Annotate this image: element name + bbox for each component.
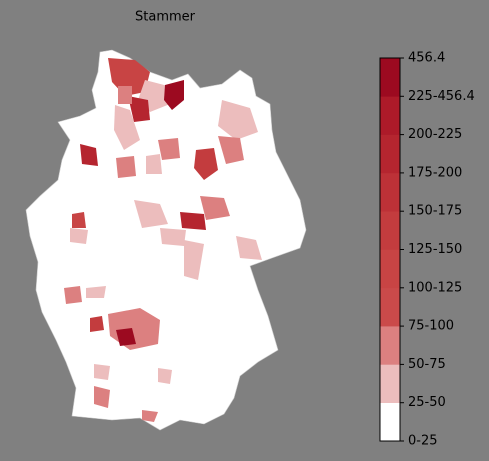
district	[114, 105, 140, 150]
district	[94, 364, 110, 380]
district	[142, 410, 158, 422]
district	[90, 316, 104, 332]
colorbar-segment	[380, 364, 400, 403]
district	[80, 144, 98, 166]
colorbar-segment	[380, 211, 400, 250]
colorbar-tick-label: 75-100	[408, 319, 454, 334]
district	[86, 286, 106, 298]
district	[64, 286, 82, 304]
district	[146, 154, 162, 174]
colorbar-tick-label: 200-225	[408, 127, 462, 142]
district	[116, 156, 136, 178]
colorbar-tick-label: 456.4	[408, 51, 445, 66]
district	[160, 228, 186, 246]
colorbar-tick-label: 150-175	[408, 204, 462, 219]
map-title: Stammer	[135, 10, 196, 25]
district	[194, 148, 218, 180]
colorbar-segment	[380, 58, 400, 97]
colorbar-tick-label: 0-25	[408, 434, 438, 449]
district	[70, 228, 88, 244]
colorbar-segment	[380, 96, 400, 135]
colorbar-tick-label: 25-50	[408, 395, 446, 410]
colorbar-tick-label: 100-125	[408, 280, 462, 295]
colorbar-segment	[380, 287, 400, 327]
district	[116, 328, 136, 346]
district	[118, 86, 132, 104]
district	[184, 240, 204, 280]
district	[94, 386, 110, 408]
colorbar-segment	[380, 134, 400, 174]
district	[218, 100, 258, 140]
colorbar: 0-25 25-50 50-75 75-100 100-125 125-150 150-17…	[379, 51, 475, 449]
district	[72, 212, 86, 228]
colorbar-segment	[380, 402, 400, 442]
district	[134, 200, 168, 228]
district	[164, 80, 184, 110]
district	[180, 212, 206, 230]
colorbar-segment	[380, 326, 400, 365]
map	[25, 49, 307, 431]
district	[236, 236, 262, 260]
colorbar-segment	[380, 249, 400, 289]
district	[158, 368, 172, 384]
district-highlights	[64, 58, 262, 422]
colorbar-tick-label: 125-150	[408, 242, 462, 257]
district	[128, 96, 150, 122]
colorbar-segment	[380, 172, 400, 212]
district	[200, 196, 230, 220]
colorbar-tick-label: 50-75	[408, 357, 446, 372]
colorbar-tick-label: 175-200	[408, 165, 462, 180]
district	[218, 136, 244, 164]
district	[158, 138, 180, 160]
colorbar-tick-label: 225-456.4	[408, 89, 475, 104]
